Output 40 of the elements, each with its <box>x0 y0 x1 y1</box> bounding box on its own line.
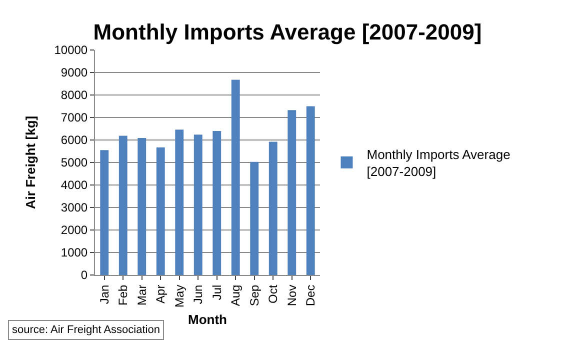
bar <box>250 162 259 275</box>
y-tick-label: 0 <box>80 268 88 282</box>
x-tick-label: Feb <box>116 284 130 306</box>
y-tick-label: 4000 <box>60 178 88 192</box>
x-tick-label: Mar <box>134 284 149 306</box>
bar <box>118 136 128 275</box>
x-tick-label: Apr <box>154 284 168 304</box>
y-tick-label: 3000 <box>60 200 88 215</box>
legend-label: Monthly Imports Average [2007-2009] <box>366 147 510 179</box>
bar <box>194 134 202 275</box>
bar <box>306 106 315 275</box>
x-tick-label: Sep <box>247 284 262 306</box>
bar <box>288 110 296 275</box>
x-axis-title: Month <box>188 312 228 328</box>
y-axis-title: Air Freight [kg] <box>23 116 38 210</box>
source-note: source: Air Freight Association <box>12 324 160 336</box>
chart-title: Monthly Imports Average [2007-2009] <box>93 20 482 45</box>
x-tick-label: Oct <box>266 284 280 304</box>
bar <box>175 130 184 275</box>
y-tick-label: 8000 <box>60 88 88 102</box>
y-tick-label: 1000 <box>60 246 88 260</box>
bar <box>156 147 165 275</box>
bar <box>138 138 146 275</box>
x-tick-label: May <box>172 284 186 308</box>
y-tick-label: 10000 <box>54 43 88 58</box>
x-tick-label: Aug <box>228 284 243 306</box>
y-tick-label: 5000 <box>60 156 88 170</box>
bar <box>231 80 240 275</box>
y-tick-label: 6000 <box>60 133 88 148</box>
x-tick-label: Nov <box>284 284 299 306</box>
bar <box>100 150 109 275</box>
x-tick-label: Jan <box>97 284 112 304</box>
x-tick-label: Jul <box>210 284 224 300</box>
x-tick-label: Dec <box>304 284 318 306</box>
bar <box>212 131 222 275</box>
y-tick-label: 7000 <box>60 110 88 125</box>
bar <box>268 142 278 275</box>
y-tick-label: 9000 <box>60 66 88 80</box>
x-tick-label: Jun <box>191 284 206 304</box>
y-tick-label: 2000 <box>60 223 88 238</box>
